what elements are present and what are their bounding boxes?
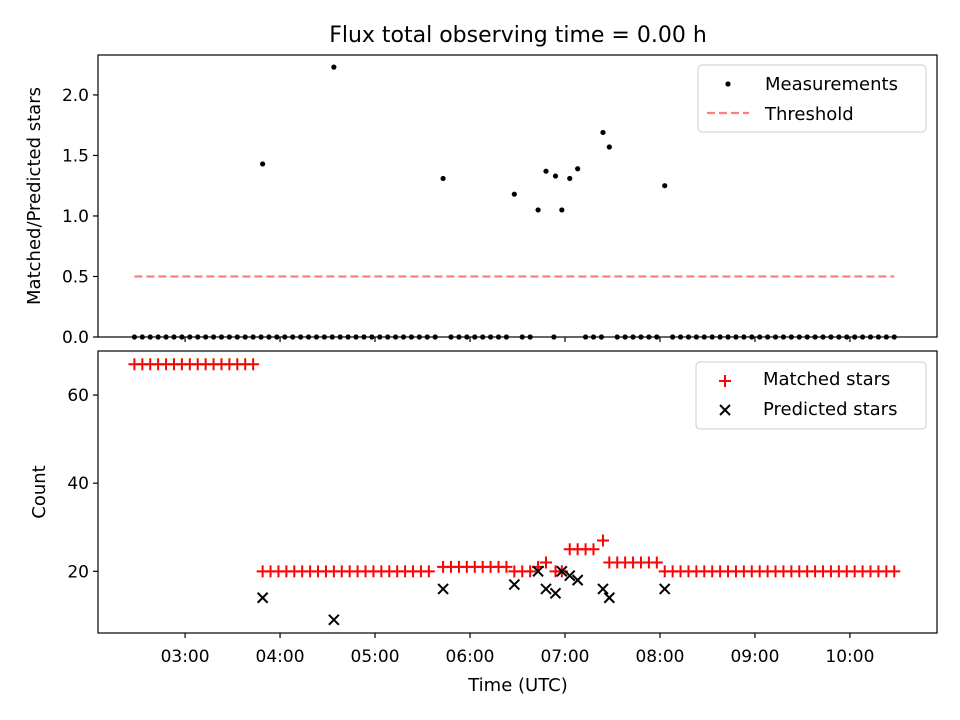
predicted-star-point: [540, 583, 552, 595]
x-axis-label: Time (UTC): [467, 675, 568, 696]
matched-star-point: [524, 565, 537, 578]
top-legend: Measurements Threshold: [697, 64, 927, 133]
bottom-panel: 20 40 60 03:00 04:00 05:00 06:00 07:00 08:00 09:…: [29, 350, 938, 696]
bottom-x-tick-label: 06:00: [446, 647, 495, 667]
measurement-point: [260, 161, 266, 167]
bottom-x-tick-label: 10:00: [825, 647, 874, 667]
predicted-star-point: [564, 570, 576, 582]
bottom-x-tick-label: 07:00: [540, 647, 589, 667]
matched-star-point: [422, 565, 435, 578]
predicted-star-point: [597, 583, 609, 595]
top-axes-frame: [97, 54, 938, 338]
predicted-star-point: [328, 614, 340, 626]
bottom-legend-box: [695, 361, 927, 430]
bottom-legend: Matched stars Predicted stars: [695, 361, 927, 430]
bottom-y-tick-label: 20: [67, 562, 89, 582]
top-legend-box: [697, 64, 927, 133]
measurement-point: [606, 144, 612, 150]
measurement-point: [440, 175, 446, 182]
measurement-point: [575, 166, 581, 172]
predicted-star-point: [256, 592, 269, 604]
predicted-star-point: [508, 578, 521, 591]
measurement-point: [567, 175, 573, 182]
bottom-x-tick-label: 05:00: [351, 647, 400, 667]
top-y-axis-label: Matched/Predicted stars: [24, 87, 45, 305]
bottom-x-tick-label: 08:00: [635, 647, 684, 667]
measurement-point: [543, 168, 549, 174]
matched-star-point: [650, 556, 663, 569]
bottom-x-tick-label: 04:00: [256, 647, 305, 667]
top-x-ticks: [184, 337, 851, 342]
measurement-point: [600, 129, 606, 136]
predicted-star-point: [571, 574, 584, 586]
bottom-x-tick-label: 09:00: [730, 647, 779, 667]
measurement-point: [535, 207, 541, 213]
matched-star-point: [888, 565, 901, 578]
measurement-point: [662, 183, 668, 189]
legend-label-matched-stars: Matched stars: [763, 369, 890, 390]
top-y-tick-label: 0.5: [62, 267, 89, 287]
predicted-star-point: [556, 565, 568, 578]
matched-star-point: [596, 534, 609, 547]
bottom-plot-area: [128, 358, 901, 626]
matched-star-point: [500, 560, 513, 573]
legend-plus-icon: [719, 375, 731, 387]
legend-label-threshold: Threshold: [764, 104, 854, 125]
top-y-tick-label: 1.5: [62, 146, 89, 166]
bottom-y-tick-label: 40: [67, 474, 89, 494]
top-panel: 0.00.51.01.52.0 Matched/Predicted stars …: [24, 54, 938, 348]
legend-dot-icon: [725, 81, 731, 87]
bottom-y-tick-label: 60: [67, 386, 89, 406]
bottom-axes-frame: [97, 350, 938, 634]
predicted-star-point: [659, 583, 671, 595]
matched-star-point: [247, 358, 260, 371]
matched-star-point: [587, 543, 600, 556]
bottom-x-tick-label: 03:00: [161, 647, 210, 667]
legend-x-icon: [719, 404, 731, 416]
bottom-x-ticks: 03:00 04:00 05:00 06:00 07:00 08:00 09:00 10:00: [161, 633, 874, 667]
measurement-point: [552, 173, 559, 179]
top-y-tick-label: 0.0: [62, 328, 89, 348]
legend-label-predicted-stars: Predicted stars: [763, 399, 897, 420]
legend-label-measurements: Measurements: [765, 74, 898, 95]
top-y-tick-label: 2.0: [62, 86, 89, 106]
chart-title: Flux total observing time = 0.00 h: [329, 23, 707, 48]
matched-star-point: [539, 556, 552, 569]
measurement-point: [331, 64, 337, 70]
predicted-star-point: [603, 592, 616, 604]
predicted-star-point: [532, 565, 544, 578]
bottom-y-ticks: 20 40 60: [67, 386, 98, 582]
bottom-y-axis-label: Count: [29, 465, 50, 518]
measurement-point: [559, 207, 565, 213]
predicted-star-point: [549, 587, 562, 600]
top-y-tick-label: 1.0: [62, 207, 89, 227]
predicted-star-point: [437, 583, 449, 595]
measurement-point: [511, 191, 517, 197]
top-y-ticks: 0.0 0.5 1.0 1.5 2.0: [62, 86, 98, 348]
top-plot-area: [131, 64, 897, 340]
